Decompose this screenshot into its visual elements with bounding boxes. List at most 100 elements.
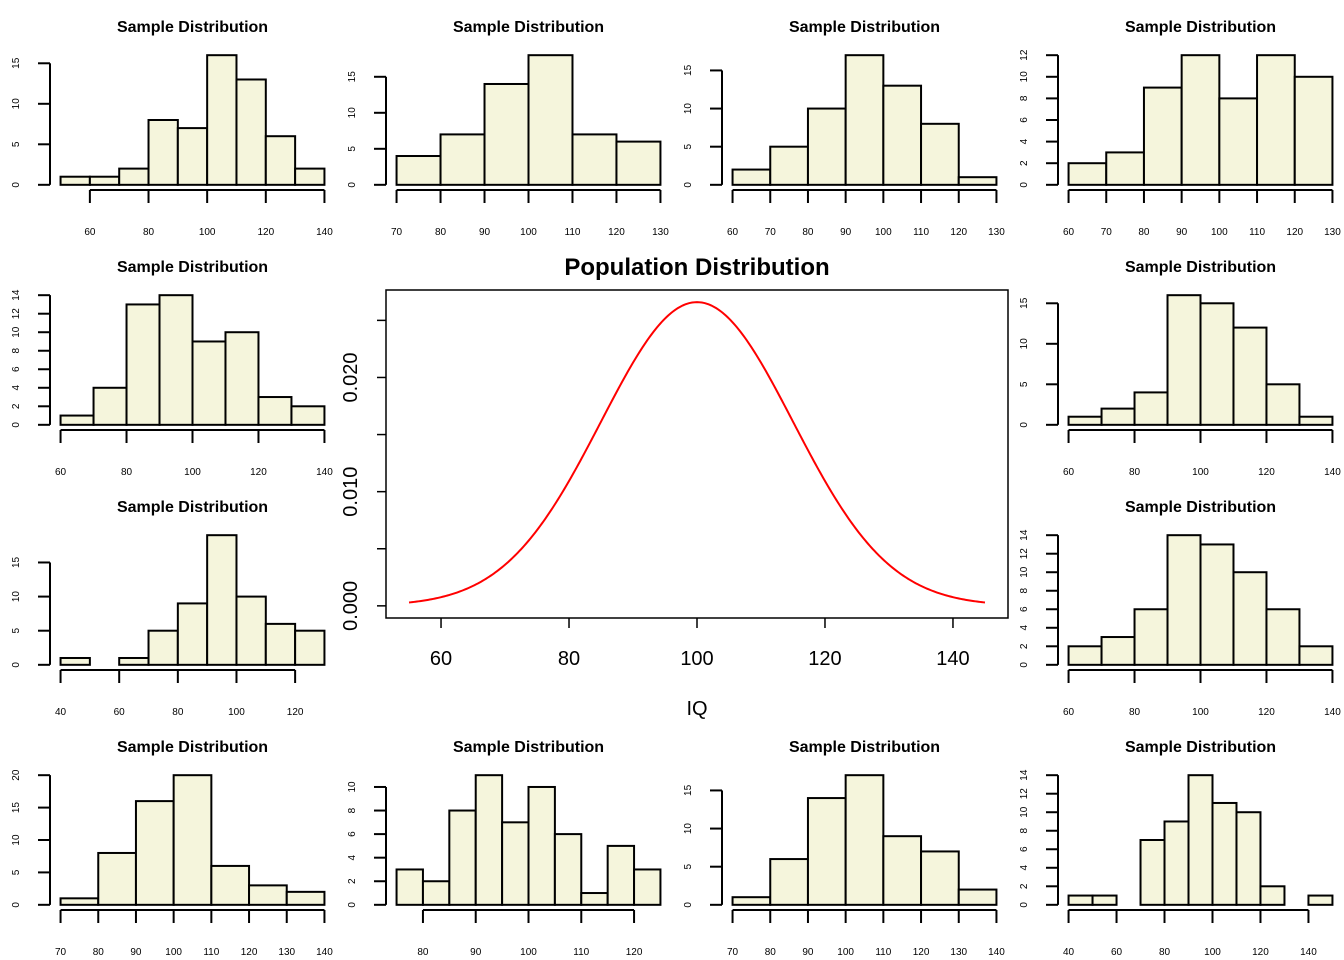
x-tick-label: 80 xyxy=(417,947,429,958)
y-tick-label: 0 xyxy=(683,182,694,188)
y-tick-label: 14 xyxy=(1019,529,1030,541)
x-tick-label: 130 xyxy=(652,227,669,238)
histogram-bar xyxy=(59,414,95,426)
x-tick-label: 100 xyxy=(520,227,537,238)
x-tick-label: 110 xyxy=(1249,227,1265,238)
x-tick-label: 100 xyxy=(228,707,245,718)
panel-title: Sample Distribution xyxy=(117,739,268,756)
x-tick-label: 80 xyxy=(1159,947,1171,958)
density-curve xyxy=(408,301,986,604)
histogram-bar xyxy=(421,880,451,906)
histogram-bar xyxy=(1265,608,1301,666)
y-tick-label: 4 xyxy=(347,854,358,860)
y-tick-label: 15 xyxy=(683,64,694,76)
histogram-bar xyxy=(571,133,618,186)
histogram-bar xyxy=(1142,86,1183,186)
x-tick-label: 120 xyxy=(1286,227,1303,238)
x-tick-label: 100 xyxy=(520,947,537,958)
y-tick-label: 0 xyxy=(347,902,358,908)
histogram-bar xyxy=(59,897,100,906)
x-tick-label: 80 xyxy=(435,227,447,238)
histogram-bar xyxy=(844,774,885,906)
histogram-bar xyxy=(882,835,923,906)
histogram-bar xyxy=(1232,326,1268,426)
histogram-bar xyxy=(134,800,175,906)
y-tick-label: 12 xyxy=(1019,788,1030,800)
x-tick-label: 80 xyxy=(765,947,777,958)
y-tick-label: 15 xyxy=(11,57,22,69)
y-tick-label: 5 xyxy=(11,869,22,875)
histogram-bar xyxy=(1298,415,1334,426)
y-tick-label: 0.020 xyxy=(340,352,362,402)
histogram-bar xyxy=(248,884,288,906)
histogram-bar xyxy=(59,656,91,666)
x-tick-label: 70 xyxy=(765,227,777,238)
x-tick-label: 140 xyxy=(936,648,969,670)
histogram-bar xyxy=(294,629,326,666)
y-tick-label: 10 xyxy=(347,781,358,793)
y-tick-label: 0 xyxy=(347,182,358,188)
x-tick-label: 120 xyxy=(1252,947,1269,958)
histogram-bar xyxy=(920,122,960,186)
histogram-bar xyxy=(1067,894,1094,906)
histogram-bar xyxy=(615,140,662,186)
x-tick-label: 130 xyxy=(950,947,967,958)
histogram-bar xyxy=(527,54,574,186)
y-tick-label: 0 xyxy=(11,662,22,668)
histogram-bar xyxy=(235,78,267,186)
y-tick-label: 0 xyxy=(683,902,694,908)
y-tick-label: 14 xyxy=(1019,769,1030,781)
x-tick-label: 80 xyxy=(121,467,133,478)
y-tick-label: 10 xyxy=(347,107,358,119)
y-tick-label: 15 xyxy=(11,556,22,568)
histogram-bar xyxy=(1199,543,1235,666)
y-tick-label: 14 xyxy=(11,289,22,301)
histogram-bar xyxy=(125,303,161,426)
y-tick-label: 10 xyxy=(1019,806,1030,818)
histogram-bar xyxy=(97,851,137,906)
histogram-panel: Sample Distribution 60 70 80 90 100 110 120 130 0… xyxy=(1019,19,1341,238)
histogram-bar xyxy=(1166,534,1202,666)
y-tick-label: 10 xyxy=(11,98,22,110)
histogram-bar xyxy=(1180,54,1221,186)
x-tick-label: 60 xyxy=(1063,227,1075,238)
histogram-bar xyxy=(580,892,609,906)
y-tick-label: 6 xyxy=(347,831,358,837)
x-tick-label: 140 xyxy=(316,947,333,958)
x-tick-label: 100 xyxy=(1204,947,1221,958)
y-tick-label: 15 xyxy=(1019,297,1030,309)
panel-title: Sample Distribution xyxy=(789,739,940,756)
histogram-bar xyxy=(147,119,179,186)
y-tick-label: 12 xyxy=(1019,49,1030,61)
x-tick-label: 40 xyxy=(55,707,67,718)
x-tick-label: 60 xyxy=(55,467,67,478)
x-tick-label: 100 xyxy=(165,947,182,958)
x-tick-label: 60 xyxy=(114,707,126,718)
histogram-bar xyxy=(1211,801,1238,906)
x-tick-label: 100 xyxy=(184,467,201,478)
panel-title: Sample Distribution xyxy=(1125,739,1276,756)
histogram-bar xyxy=(88,175,121,186)
y-tick-label: 6 xyxy=(11,366,22,372)
y-tick-label: 0 xyxy=(1019,182,1030,188)
y-tick-label: 15 xyxy=(11,802,22,814)
x-tick-label: 120 xyxy=(257,227,274,238)
x-tick-label: 140 xyxy=(316,227,333,238)
x-tick-label: 40 xyxy=(1063,947,1075,958)
y-tick-label: 5 xyxy=(11,627,22,633)
y-tick-label: 10 xyxy=(1019,338,1030,350)
y-tick-label: 0 xyxy=(11,182,22,188)
population-title: Population Distribution xyxy=(564,254,829,281)
histogram-bar xyxy=(1187,774,1214,906)
y-tick-label: 10 xyxy=(1019,566,1030,578)
x-tick-label: 80 xyxy=(1138,227,1150,238)
histogram-panel: Sample Distribution 60 80 100 120 140 0 5 10 15 xyxy=(1019,259,1341,478)
y-tick-label: 5 xyxy=(683,863,694,869)
y-tick-label: 6 xyxy=(1019,606,1030,612)
y-tick-label: 0.010 xyxy=(340,467,362,517)
panel-title: Sample Distribution xyxy=(789,19,940,36)
x-tick-label: 90 xyxy=(130,947,142,958)
histogram-bar xyxy=(1298,645,1334,666)
x-tick-label: 60 xyxy=(430,648,452,670)
